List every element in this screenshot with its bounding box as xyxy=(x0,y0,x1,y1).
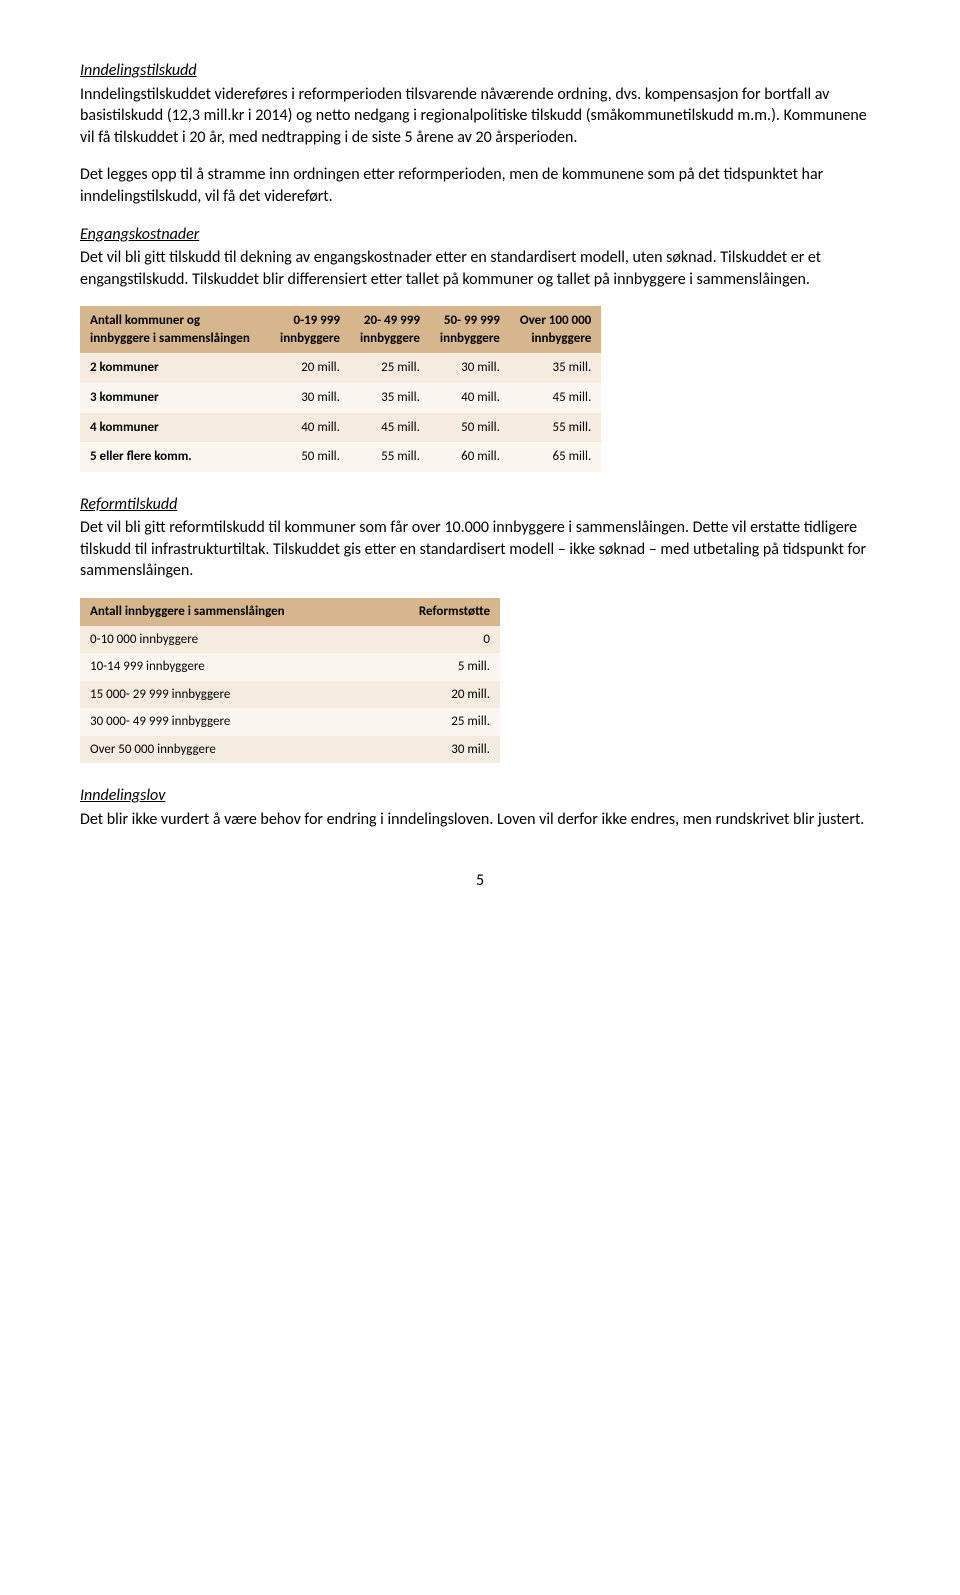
table-cell: 35 mill. xyxy=(350,383,430,413)
table-cell: 50 mill. xyxy=(270,442,350,472)
table-header: Reformstøtte xyxy=(360,598,500,626)
table-cell: 25 mill. xyxy=(360,708,500,736)
table-row: 15 000- 29 999 innbyggere 20 mill. xyxy=(80,681,500,709)
section-title-inndelingstilskudd: Inndelingstilskudd xyxy=(80,60,880,82)
table-header: 0-19 999innbyggere xyxy=(270,306,350,353)
table-row: 5 eller flere komm. 50 mill. 55 mill. 60… xyxy=(80,442,601,472)
table-cell: 30 mill. xyxy=(270,383,350,413)
table-row: 30 000- 49 999 innbyggere 25 mill. xyxy=(80,708,500,736)
table-cell: 0-10 000 innbyggere xyxy=(80,626,360,654)
table-header: Over 100 000innbyggere xyxy=(510,306,601,353)
section-title-inndelingslov: Inndelingslov xyxy=(80,785,880,807)
table-cell: 55 mill. xyxy=(350,442,430,472)
table-cell: 4 kommuner xyxy=(80,413,270,443)
table-cell: 3 kommuner xyxy=(80,383,270,413)
engangskostnader-table: Antall kommuner og innbyggere i sammensl… xyxy=(80,306,601,471)
table-row: 2 kommuner 20 mill. 25 mill. 30 mill. 35… xyxy=(80,353,601,383)
table-cell: 25 mill. xyxy=(350,353,430,383)
table-cell: 50 mill. xyxy=(430,413,510,443)
table-header: Antall kommuner og innbyggere i sammensl… xyxy=(80,306,270,353)
table-cell: 35 mill. xyxy=(510,353,601,383)
table-cell: 30 mill. xyxy=(430,353,510,383)
table-cell: 65 mill. xyxy=(510,442,601,472)
page-number: 5 xyxy=(80,870,880,892)
table-cell: 55 mill. xyxy=(510,413,601,443)
table-cell: 20 mill. xyxy=(270,353,350,383)
section-title-reformtilskudd: Reformtilskudd xyxy=(80,494,880,516)
table-cell: 45 mill. xyxy=(510,383,601,413)
table-cell: 0 xyxy=(360,626,500,654)
paragraph: Det legges opp til å stramme inn ordning… xyxy=(80,164,880,207)
table-header: 50- 99 999innbyggere xyxy=(430,306,510,353)
table-header: Antall innbyggere i sammenslåingen xyxy=(80,598,360,626)
paragraph: Det vil bli gitt reformtilskudd til komm… xyxy=(80,517,880,582)
table-cell: 45 mill. xyxy=(350,413,430,443)
table-row: 0-10 000 innbyggere 0 xyxy=(80,626,500,654)
table-cell: 20 mill. xyxy=(360,681,500,709)
table-cell: 10-14 999 innbyggere xyxy=(80,653,360,681)
table-cell: Over 50 000 innbyggere xyxy=(80,736,360,764)
table-cell: 5 eller flere komm. xyxy=(80,442,270,472)
table-header: 20- 49 999innbyggere xyxy=(350,306,430,353)
table-cell: 40 mill. xyxy=(270,413,350,443)
reformstotte-table: Antall innbyggere i sammenslåingen Refor… xyxy=(80,598,500,763)
table-cell: 2 kommuner xyxy=(80,353,270,383)
table-row: 10-14 999 innbyggere 5 mill. xyxy=(80,653,500,681)
paragraph: Det vil bli gitt tilskudd til dekning av… xyxy=(80,247,880,290)
table-cell: 30 mill. xyxy=(360,736,500,764)
table-cell: 15 000- 29 999 innbyggere xyxy=(80,681,360,709)
paragraph: Inndelingstilskuddet videreføres i refor… xyxy=(80,84,880,149)
table-row: Over 50 000 innbyggere 30 mill. xyxy=(80,736,500,764)
table-cell: 60 mill. xyxy=(430,442,510,472)
section-title-engangskostnader: Engangskostnader xyxy=(80,224,880,246)
table-cell: 30 000- 49 999 innbyggere xyxy=(80,708,360,736)
table-row: 4 kommuner 40 mill. 45 mill. 50 mill. 55… xyxy=(80,413,601,443)
table-cell: 5 mill. xyxy=(360,653,500,681)
paragraph: Det blir ikke vurdert å være behov for e… xyxy=(80,809,880,831)
table-cell: 40 mill. xyxy=(430,383,510,413)
table-row: 3 kommuner 30 mill. 35 mill. 40 mill. 45… xyxy=(80,383,601,413)
